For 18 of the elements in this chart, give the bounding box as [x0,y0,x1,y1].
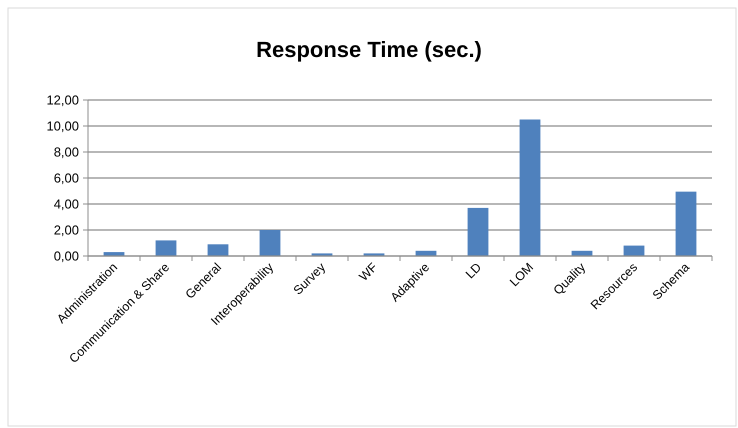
bar [468,208,488,256]
bar [624,246,644,256]
bar [104,252,124,256]
y-tick-label: 2,00 [54,222,79,238]
y-tick-label: 4,00 [54,196,79,212]
y-tick-label: 12,00 [46,92,79,108]
bar [156,240,176,256]
x-tick-label: WF [356,260,380,284]
y-tick-label: 8,00 [54,144,79,160]
chart-title: Response Time (sec.) [256,37,482,62]
y-tick-label: 10,00 [46,118,79,134]
bar [260,230,280,256]
bar [520,120,540,256]
bar [676,192,696,256]
y-tick-label: 6,00 [54,170,79,186]
x-tick-label: LD [462,260,484,282]
bar [208,244,228,256]
y-tick-label: 0,00 [54,248,79,264]
